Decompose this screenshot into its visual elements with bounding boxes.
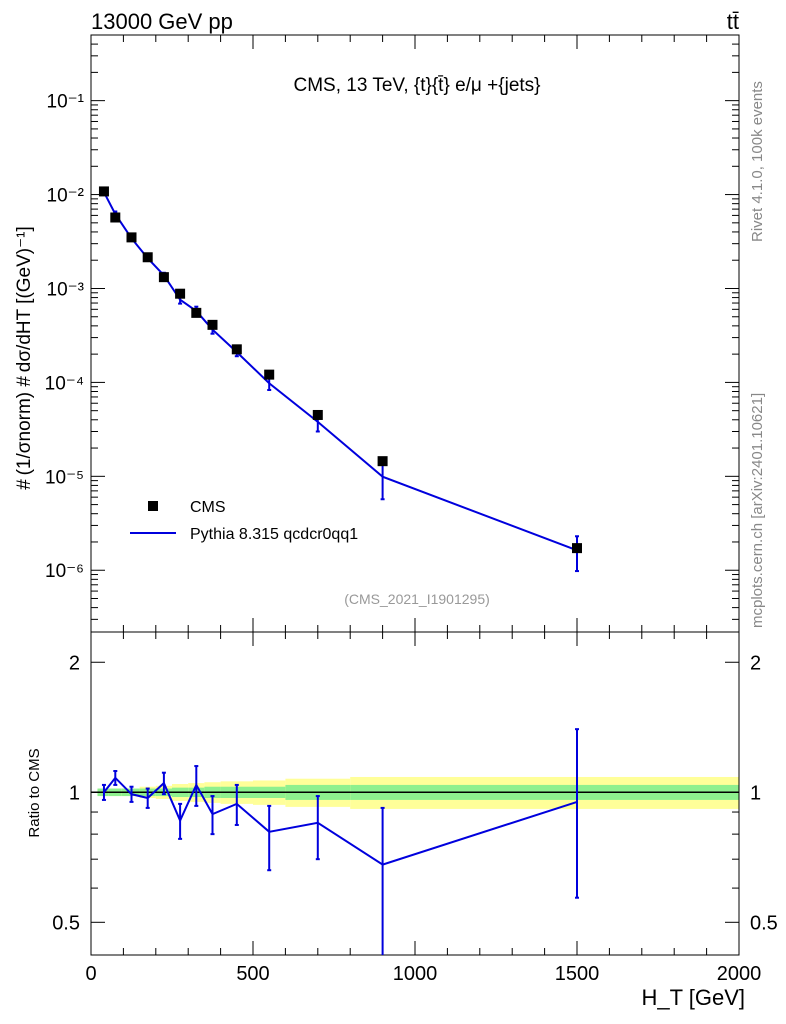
y-tick-label: 10⁻³: [47, 279, 85, 300]
ratio-ylabel: Ratio to CMS: [26, 748, 43, 837]
axis-ticks: 0 500 1000 1500 2000 10⁻⁶ 10⁻⁵ 10⁻⁴ 10⁻³ 10⁻² 10⁻¹…: [45, 34, 778, 985]
header-right-label: tt̄: [727, 9, 739, 34]
x-tick-label: 2000: [717, 963, 762, 985]
cms-data-point: [264, 369, 275, 380]
ratio-y-tick-label-right: 2: [750, 652, 761, 674]
y-tick-label: 10⁻¹: [47, 92, 85, 113]
main-ylabel: # (1/σnorm) # dσ/dHT [(GeV)⁻¹]: [14, 226, 35, 490]
ratio-y-tick-label-right: 0.5: [750, 912, 778, 934]
y-tick-label: 10⁻⁴: [45, 373, 84, 394]
cms-data-point: [98, 186, 109, 197]
cms-data-point: [175, 288, 186, 299]
cms-data-point: [231, 344, 242, 355]
y-tick-label: 10⁻²: [47, 186, 85, 207]
ratio-data-layer: [91, 728, 739, 955]
legend-cms-label: CMS: [190, 499, 226, 516]
legend: CMS Pythia 8.315 qcdcr0qq1: [130, 499, 358, 543]
y-tick-label: 10⁻⁶: [45, 561, 84, 582]
analysis-label: (CMS_2021_I1901295): [344, 591, 490, 607]
ratio-xlabel: H_T [GeV]: [641, 985, 745, 1010]
ratio-y-tick-label: 2: [69, 652, 80, 674]
legend-cms-marker: [148, 501, 158, 511]
pythia-line: [103, 191, 578, 552]
x-tick-label: 0: [85, 963, 96, 985]
cms-data-point: [142, 252, 153, 263]
cms-data-point: [312, 409, 323, 420]
rivet-label: Rivet 4.1.0, 100k events: [749, 81, 766, 242]
main-title: CMS, 13 TeV, {t}{t̄} e/μ +{jets}: [293, 75, 540, 96]
main-panel-frame: [90, 34, 740, 633]
main-data-layer: [98, 186, 582, 573]
cms-data-point: [572, 543, 582, 554]
cms-data-point: [377, 456, 388, 467]
header-left-label: 13000 GeV pp: [91, 9, 233, 34]
ratio-y-tick-label: 0.5: [52, 912, 80, 934]
ratio-y-tick-label-right: 1: [750, 782, 761, 804]
legend-pythia-label: Pythia 8.315 qcdcr0qq1: [190, 526, 358, 543]
cms-data-point: [207, 319, 218, 330]
x-tick-label: 500: [236, 963, 269, 985]
mcplots-label: mcplots.cern.ch [arXiv:2401.10621]: [749, 393, 766, 628]
cms-data-point: [191, 307, 202, 318]
y-tick-label: 10⁻⁵: [45, 467, 84, 488]
cms-data-point: [158, 272, 169, 283]
x-tick-label: 1500: [555, 963, 600, 985]
cms-data-point: [126, 232, 137, 243]
x-tick-label: 1000: [393, 963, 438, 985]
ratio-y-tick-label: 1: [69, 782, 80, 804]
cms-data-point: [110, 212, 121, 223]
